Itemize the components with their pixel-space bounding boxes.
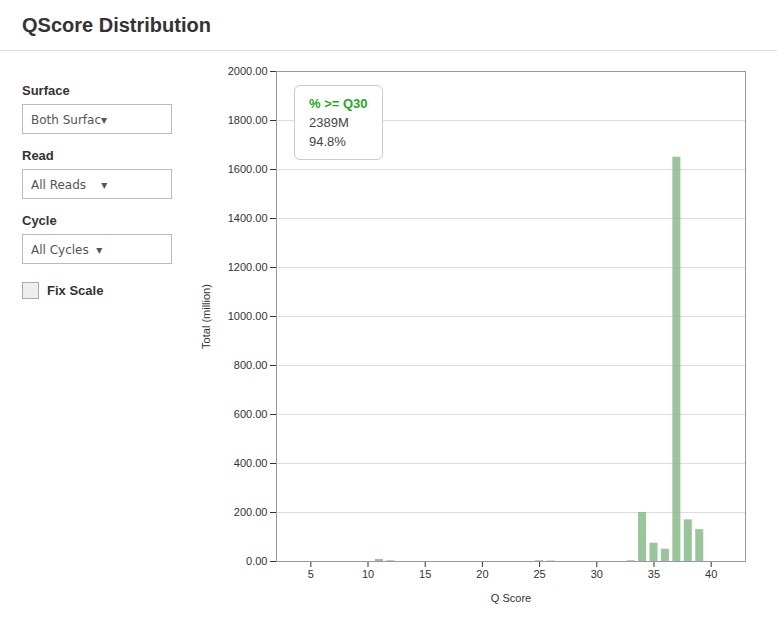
svg-text:1000.00: 1000.00: [228, 310, 268, 322]
html-text:94.8%: 94.8%: [309, 134, 346, 149]
html-text:Surface: Surface: [22, 83, 70, 98]
svg-text:10: 10: [362, 568, 374, 580]
svg-text:25: 25: [533, 568, 545, 580]
html-text:2389M: 2389M: [309, 115, 349, 130]
html-text:Cycle: Cycle: [22, 213, 57, 228]
svg-text:400.00: 400.00: [234, 457, 268, 469]
svg-text:1800.00: 1800.00: [228, 114, 268, 126]
html-text:QScore Distribution: QScore Distribution: [22, 14, 211, 36]
html-text:All Cycles ▾: All Cycles ▾: [31, 243, 103, 257]
svg-text:Total (million): Total (million): [200, 284, 212, 349]
svg-text:30: 30: [591, 568, 603, 580]
svg-text:35: 35: [648, 568, 660, 580]
svg-text:Q Score: Q Score: [491, 592, 531, 604]
svg-text:40: 40: [705, 568, 717, 580]
svg-text:1600.00: 1600.00: [228, 163, 268, 175]
svg-text:0.00: 0.00: [246, 555, 267, 567]
svg-text:800.00: 800.00: [234, 359, 268, 371]
html-text:Both Surfac▾: Both Surfac▾: [31, 113, 108, 127]
svg-text:2000.00: 2000.00: [228, 65, 268, 77]
svg-text:1400.00: 1400.00: [228, 212, 268, 224]
svg-text:1200.00: 1200.00: [228, 261, 268, 273]
html-text:Fix Scale: Fix Scale: [47, 283, 104, 298]
html-text:Read: Read: [22, 148, 54, 163]
svg-text:200.00: 200.00: [234, 506, 268, 518]
svg-text:5: 5: [308, 568, 314, 580]
svg-text:20: 20: [476, 568, 488, 580]
svg-text:600.00: 600.00: [234, 408, 268, 420]
svg-text:15: 15: [419, 568, 431, 580]
html-text:% >= Q30: % >= Q30: [309, 96, 368, 111]
html-text:All Reads ▾: All Reads ▾: [31, 178, 108, 192]
